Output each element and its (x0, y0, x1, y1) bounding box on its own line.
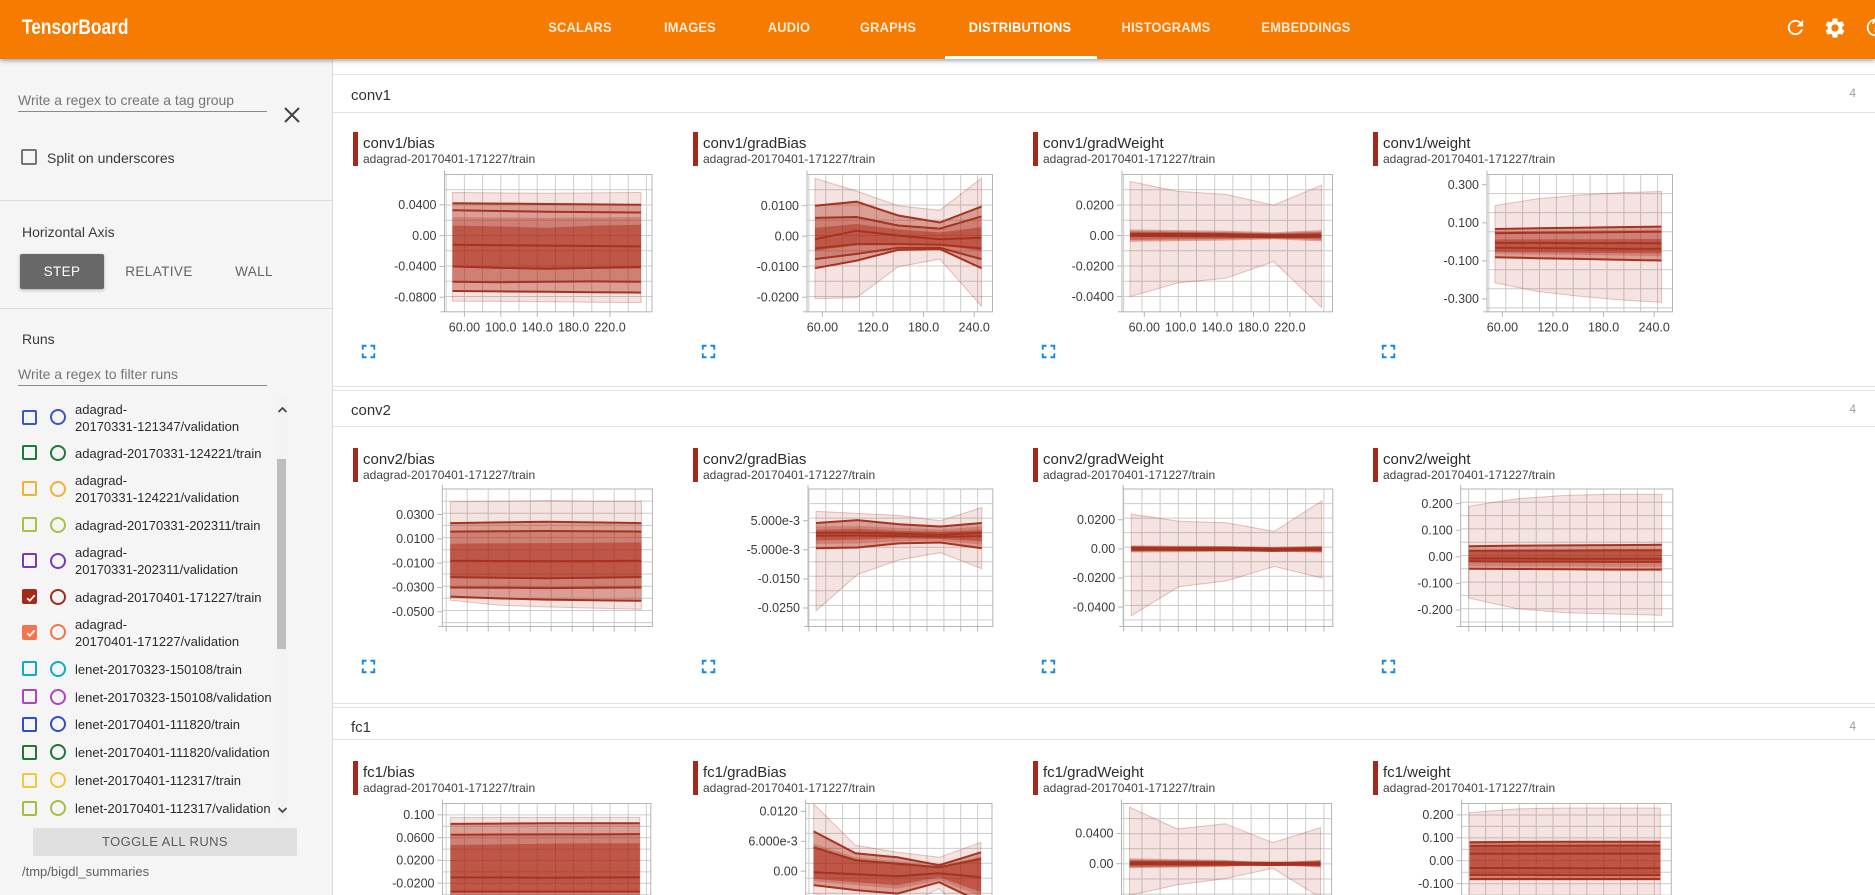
svg-text:0.0200: 0.0200 (396, 854, 434, 868)
svg-text:180.0: 180.0 (908, 320, 939, 334)
svg-text:0.00: 0.00 (412, 229, 436, 243)
svg-text:60.00: 60.00 (1487, 320, 1518, 334)
svg-text:-0.0200: -0.0200 (1073, 571, 1115, 585)
svg-text:240.0: 240.0 (1639, 320, 1670, 334)
svg-text:0.100: 0.100 (1421, 523, 1452, 537)
svg-text:220.0: 220.0 (594, 320, 625, 334)
svg-text:0.100: 0.100 (1422, 831, 1453, 845)
svg-text:60.00: 60.00 (1129, 320, 1160, 334)
svg-text:-0.100: -0.100 (1417, 577, 1452, 591)
svg-text:140.0: 140.0 (522, 320, 553, 334)
svg-text:0.0300: 0.0300 (396, 508, 434, 522)
svg-text:220.0: 220.0 (1274, 320, 1305, 334)
svg-text:-0.0150: -0.0150 (758, 572, 800, 586)
svg-text:0.00: 0.00 (1428, 550, 1452, 564)
svg-text:0.00: 0.00 (1091, 542, 1115, 556)
svg-text:-0.0400: -0.0400 (394, 260, 436, 274)
svg-text:-0.0300: -0.0300 (392, 581, 434, 595)
svg-text:0.00: 0.00 (775, 229, 799, 243)
svg-text:-0.0200: -0.0200 (757, 290, 799, 304)
svg-text:-0.0100: -0.0100 (757, 260, 799, 274)
svg-text:0.0400: 0.0400 (1075, 827, 1113, 841)
svg-text:-0.300: -0.300 (1444, 292, 1479, 306)
svg-text:0.100: 0.100 (1448, 216, 1479, 230)
svg-text:0.200: 0.200 (1421, 497, 1452, 511)
svg-text:-0.0200: -0.0200 (392, 876, 434, 890)
svg-text:0.0120: 0.0120 (759, 805, 797, 819)
svg-text:0.0100: 0.0100 (396, 532, 434, 546)
svg-text:-0.0400: -0.0400 (1073, 600, 1115, 614)
svg-text:0.0600: 0.0600 (396, 831, 434, 845)
svg-text:0.0100: 0.0100 (761, 199, 799, 213)
svg-text:-0.0400: -0.0400 (1072, 290, 1114, 304)
svg-text:180.0: 180.0 (1238, 320, 1269, 334)
svg-text:140.0: 140.0 (1201, 320, 1232, 334)
svg-text:6.000e-3: 6.000e-3 (748, 835, 797, 849)
svg-text:120.0: 120.0 (1537, 320, 1568, 334)
svg-text:100.0: 100.0 (1165, 320, 1196, 334)
svg-text:180.0: 180.0 (558, 320, 589, 334)
svg-text:0.0400: 0.0400 (398, 198, 436, 212)
svg-text:0.00: 0.00 (1090, 229, 1114, 243)
svg-text:-0.0500: -0.0500 (392, 605, 434, 619)
svg-text:-0.0200: -0.0200 (1072, 259, 1114, 273)
svg-text:-0.0100: -0.0100 (392, 556, 434, 570)
svg-text:-5.000e-3: -5.000e-3 (746, 543, 800, 557)
svg-text:100.0: 100.0 (485, 320, 516, 334)
svg-text:-0.200: -0.200 (1417, 603, 1452, 617)
svg-text:-0.100: -0.100 (1444, 254, 1479, 268)
svg-text:0.100: 0.100 (403, 808, 434, 822)
svg-text:180.0: 180.0 (1588, 320, 1619, 334)
svg-text:0.300: 0.300 (1448, 178, 1479, 192)
svg-text:60.00: 60.00 (449, 320, 480, 334)
svg-text:-0.100: -0.100 (1418, 877, 1453, 891)
svg-text:60.00: 60.00 (807, 320, 838, 334)
svg-text:0.00: 0.00 (773, 864, 797, 878)
svg-text:0.00: 0.00 (1429, 854, 1453, 868)
svg-text:0.0200: 0.0200 (1076, 198, 1114, 212)
svg-text:0.0200: 0.0200 (1077, 513, 1115, 527)
svg-text:0.200: 0.200 (1422, 808, 1453, 822)
svg-text:-0.0800: -0.0800 (394, 290, 436, 304)
svg-text:5.000e-3: 5.000e-3 (751, 514, 800, 528)
svg-text:120.0: 120.0 (857, 320, 888, 334)
svg-text:240.0: 240.0 (959, 320, 990, 334)
svg-text:-0.0250: -0.0250 (758, 601, 800, 615)
svg-text:0.00: 0.00 (1089, 857, 1113, 871)
